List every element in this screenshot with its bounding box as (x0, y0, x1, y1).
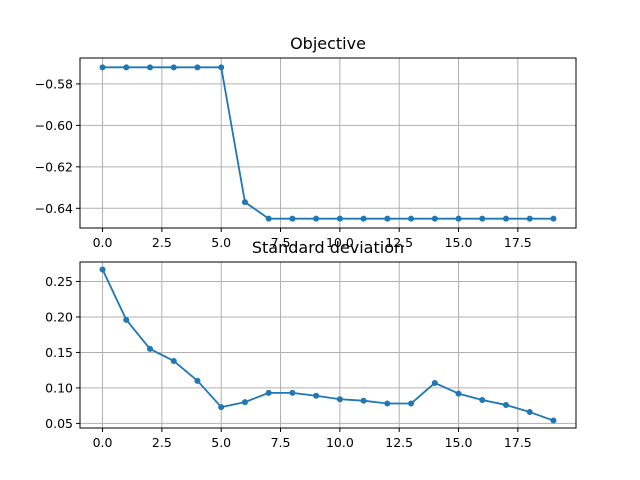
objective-point-5 (218, 64, 225, 71)
objective-point-2 (147, 64, 154, 71)
objective-point-12 (384, 215, 391, 222)
objective-y-tick-label-3: −0.64 (35, 201, 73, 216)
std-dev-point-13 (408, 400, 415, 407)
objective-point-7 (265, 215, 272, 222)
std-dev-point-14 (431, 379, 438, 386)
std-dev-y-tick-label-3: 0.20 (45, 309, 73, 324)
std-dev-x-tick-label-2: 5.0 (211, 435, 231, 450)
std-dev-point-10 (336, 396, 343, 403)
objective-point-16 (479, 215, 486, 222)
std-dev-chart-title: Standard deviation (252, 238, 404, 257)
objective-point-3 (170, 64, 177, 71)
objective-x-tick-label-2: 5.0 (211, 235, 231, 250)
objective-y-tick-label-2: −0.62 (35, 159, 73, 174)
objective-x-tick-label-7: 17.5 (504, 235, 532, 250)
objective-point-1 (123, 64, 130, 71)
objective-point-4 (194, 64, 201, 71)
std-dev-x-tick-label-7: 17.5 (504, 435, 532, 450)
objective-point-6 (241, 199, 248, 206)
std-dev-y-tick-label-0: 0.05 (45, 416, 73, 431)
std-dev-point-4 (194, 377, 201, 384)
objective-x-tick-label-3: 7.5 (271, 235, 291, 250)
objective-point-0 (99, 64, 106, 71)
std-dev-point-2 (147, 345, 154, 352)
std-dev-axes-frame (79, 261, 577, 429)
std-dev-point-9 (313, 392, 320, 399)
std-dev-y-tick-label-2: 0.15 (45, 345, 73, 360)
objective-point-11 (360, 215, 367, 222)
objective-point-17 (502, 215, 509, 222)
std-dev-y-tick-label-1: 0.10 (45, 380, 73, 395)
std-dev-point-5 (218, 404, 225, 411)
std-dev-point-15 (455, 390, 462, 397)
std-dev-y-tick-label-4: 0.25 (45, 274, 73, 289)
objective-chart-title: Objective (290, 34, 366, 53)
objective-subplot: 0.0 2.5 5.0 7.5 10.0 12.5 15.0 17.5 −0.58 −0.60 −0… (35, 34, 577, 250)
std-dev-point-7 (265, 389, 272, 396)
std-dev-point-1 (123, 316, 130, 323)
objective-x-tick-label-4: 10.0 (326, 235, 354, 250)
std-dev-x-tick-label-1: 2.5 (152, 435, 172, 450)
objective-x-tick-label-1: 2.5 (152, 235, 172, 250)
std-dev-point-6 (241, 399, 248, 406)
std-dev-point-12 (384, 400, 391, 407)
objective-x-tick-label-5: 12.5 (385, 235, 413, 250)
objective-x-tick-label-6: 15.0 (445, 235, 473, 250)
objective-y-tick-label-0: −0.58 (35, 76, 73, 91)
objective-point-19 (550, 215, 557, 222)
std-dev-point-3 (170, 357, 177, 364)
objective-x-tick-label-0: 0.0 (93, 235, 113, 250)
objective-point-9 (313, 215, 320, 222)
objective-series-line-0 (102, 66, 554, 220)
std-dev-point-11 (360, 397, 367, 404)
objective-point-13 (408, 215, 415, 222)
objective-point-15 (455, 215, 462, 222)
objective-point-18 (526, 215, 533, 222)
std-dev-point-16 (479, 396, 486, 403)
objective-point-14 (431, 215, 438, 222)
std-dev-point-8 (289, 389, 296, 396)
std-dev-point-17 (502, 401, 509, 408)
std-dev-x-tick-label-5: 12.5 (385, 435, 413, 450)
objective-y-tick-label-1: −0.60 (35, 118, 73, 133)
std-dev-x-tick-label-6: 15.0 (445, 435, 473, 450)
objective-point-10 (336, 215, 343, 222)
std-dev-x-tick-label-0: 0.0 (93, 435, 113, 450)
standard-deviation-subplot: 0.0 2.5 5.0 7.5 10.0 12.5 15.0 17.5 0.05 0.10 0.15… (45, 238, 577, 450)
std-dev-point-19 (550, 417, 557, 424)
objective-axes-frame (79, 57, 577, 229)
std-dev-x-tick-label-4: 10.0 (326, 435, 354, 450)
std-dev-series-line-0 (101, 269, 554, 422)
std-dev-x-tick-label-3: 7.5 (271, 435, 291, 450)
std-dev-point-0 (99, 266, 106, 273)
std-dev-point-18 (526, 409, 533, 416)
objective-point-8 (289, 215, 296, 222)
